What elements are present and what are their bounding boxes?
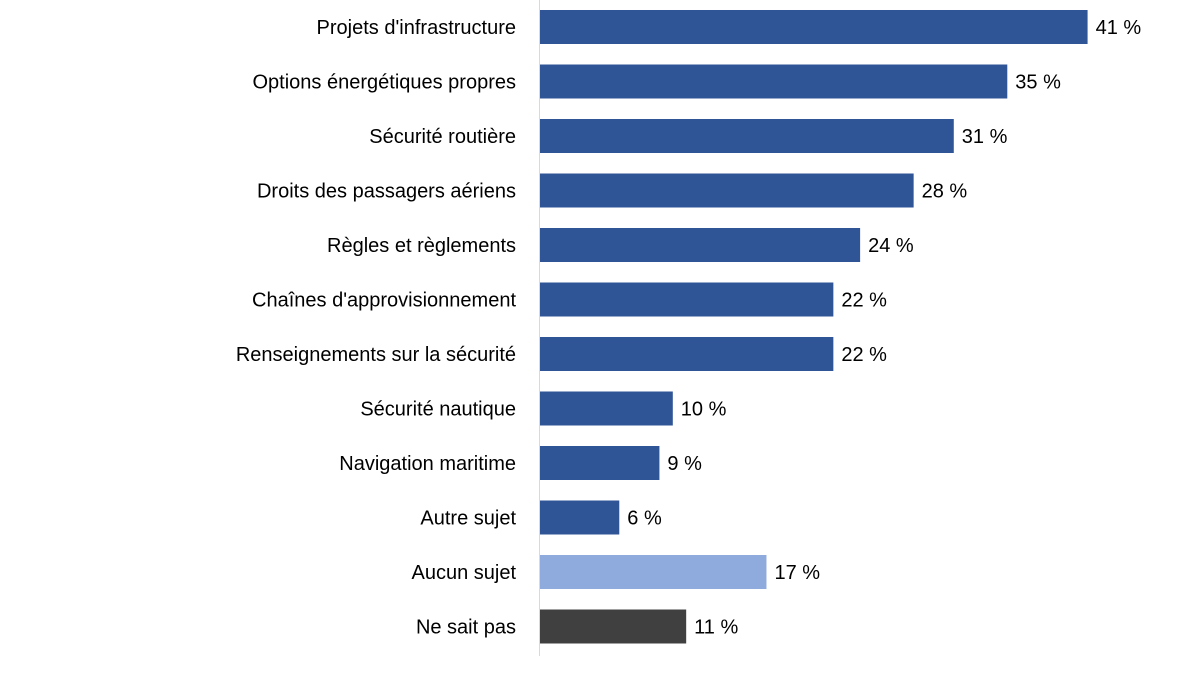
data-label: 9 % — [667, 453, 702, 475]
bar — [539, 10, 1088, 44]
data-label: 41 % — [1096, 17, 1142, 39]
category-label: Sécurité nautique — [360, 399, 516, 421]
bar — [539, 173, 914, 208]
data-label: 22 % — [841, 290, 887, 312]
category-label: Ne sait pas — [416, 617, 516, 639]
data-label: 35 % — [1015, 72, 1061, 94]
category-label: Droits des passagers aériens — [257, 181, 516, 203]
category-label: Navigation maritime — [339, 453, 516, 475]
data-label: 11 % — [694, 617, 738, 639]
data-label: 24 % — [868, 235, 914, 257]
category-label: Options énergétiques propres — [253, 72, 517, 94]
bar — [539, 282, 834, 317]
bar — [539, 64, 1008, 99]
data-label: 6 % — [627, 508, 662, 530]
category-label: Renseignements sur la sécurité — [236, 344, 516, 366]
bar — [539, 446, 660, 480]
data-label: 10 % — [681, 399, 727, 421]
data-label: 31 % — [962, 126, 1008, 148]
category-label: Aucun sujet — [411, 562, 516, 584]
data-label: 17 % — [774, 562, 820, 584]
category-label: Autre sujet — [420, 508, 516, 530]
data-label: 28 % — [922, 181, 968, 203]
category-label: Projets d'infrastructure — [317, 17, 516, 39]
data-label: 22 % — [841, 344, 887, 366]
bar — [539, 555, 767, 589]
category-label: Sécurité routière — [369, 126, 516, 148]
bar — [539, 391, 673, 426]
category-label: Chaînes d'approvisionnement — [252, 290, 516, 312]
bar — [539, 337, 834, 371]
bar — [539, 119, 954, 153]
category-label: Règles et règlements — [327, 235, 516, 257]
bar — [539, 500, 620, 535]
bar — [539, 228, 861, 262]
bar — [539, 609, 687, 644]
